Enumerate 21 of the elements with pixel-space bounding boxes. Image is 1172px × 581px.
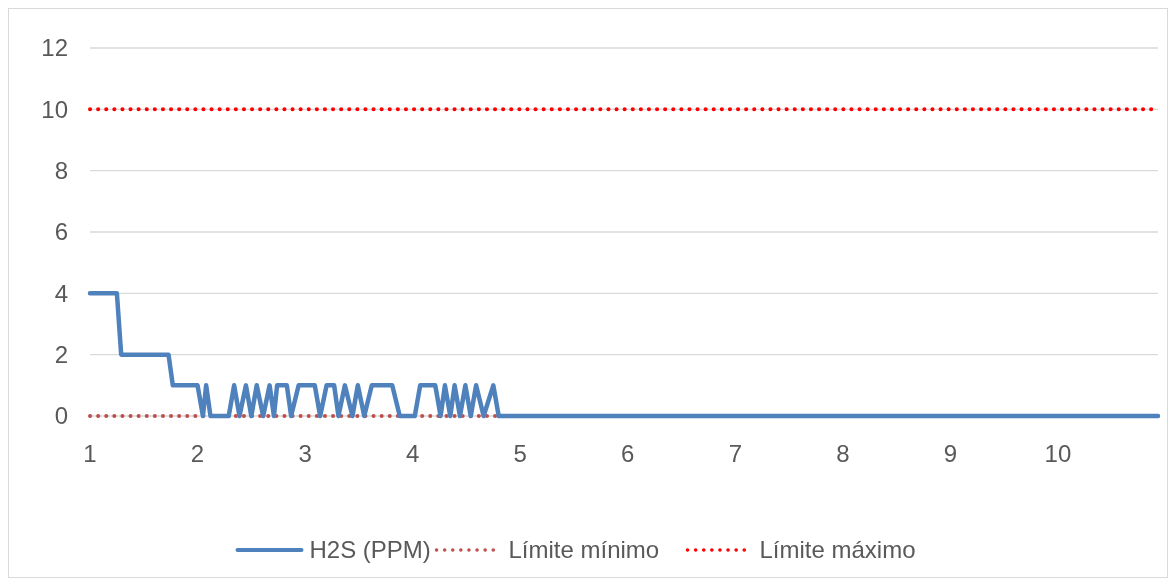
y-tick-label: 6 [54,218,68,246]
y-tick-label: 12 [41,34,68,62]
y-tick-label: 4 [54,279,68,307]
x-tick-label: 3 [298,440,312,467]
legend-label: Límite máximo [759,536,916,564]
x-tick-label: 1 [83,440,97,467]
line-series [87,291,1161,419]
x-tick-label: 2 [190,440,205,467]
y-tick-label: 0 [54,402,68,430]
x-tick-label: 10 [1044,440,1072,467]
legend-label: H2S (PPM) [309,536,431,564]
x-tick-label: 6 [621,440,635,467]
x-tick-label: 7 [728,440,742,467]
x-tick-label: 5 [513,440,527,467]
x-tick-label: 8 [836,440,850,467]
x-tick-label: 9 [943,440,958,467]
y-tick-label: 10 [41,95,68,123]
y-tick-label: 8 [54,157,68,185]
x-tick-label: 4 [405,440,420,467]
legend-label: Límite mínimo [508,536,660,564]
y-tick-label: 2 [54,341,68,369]
